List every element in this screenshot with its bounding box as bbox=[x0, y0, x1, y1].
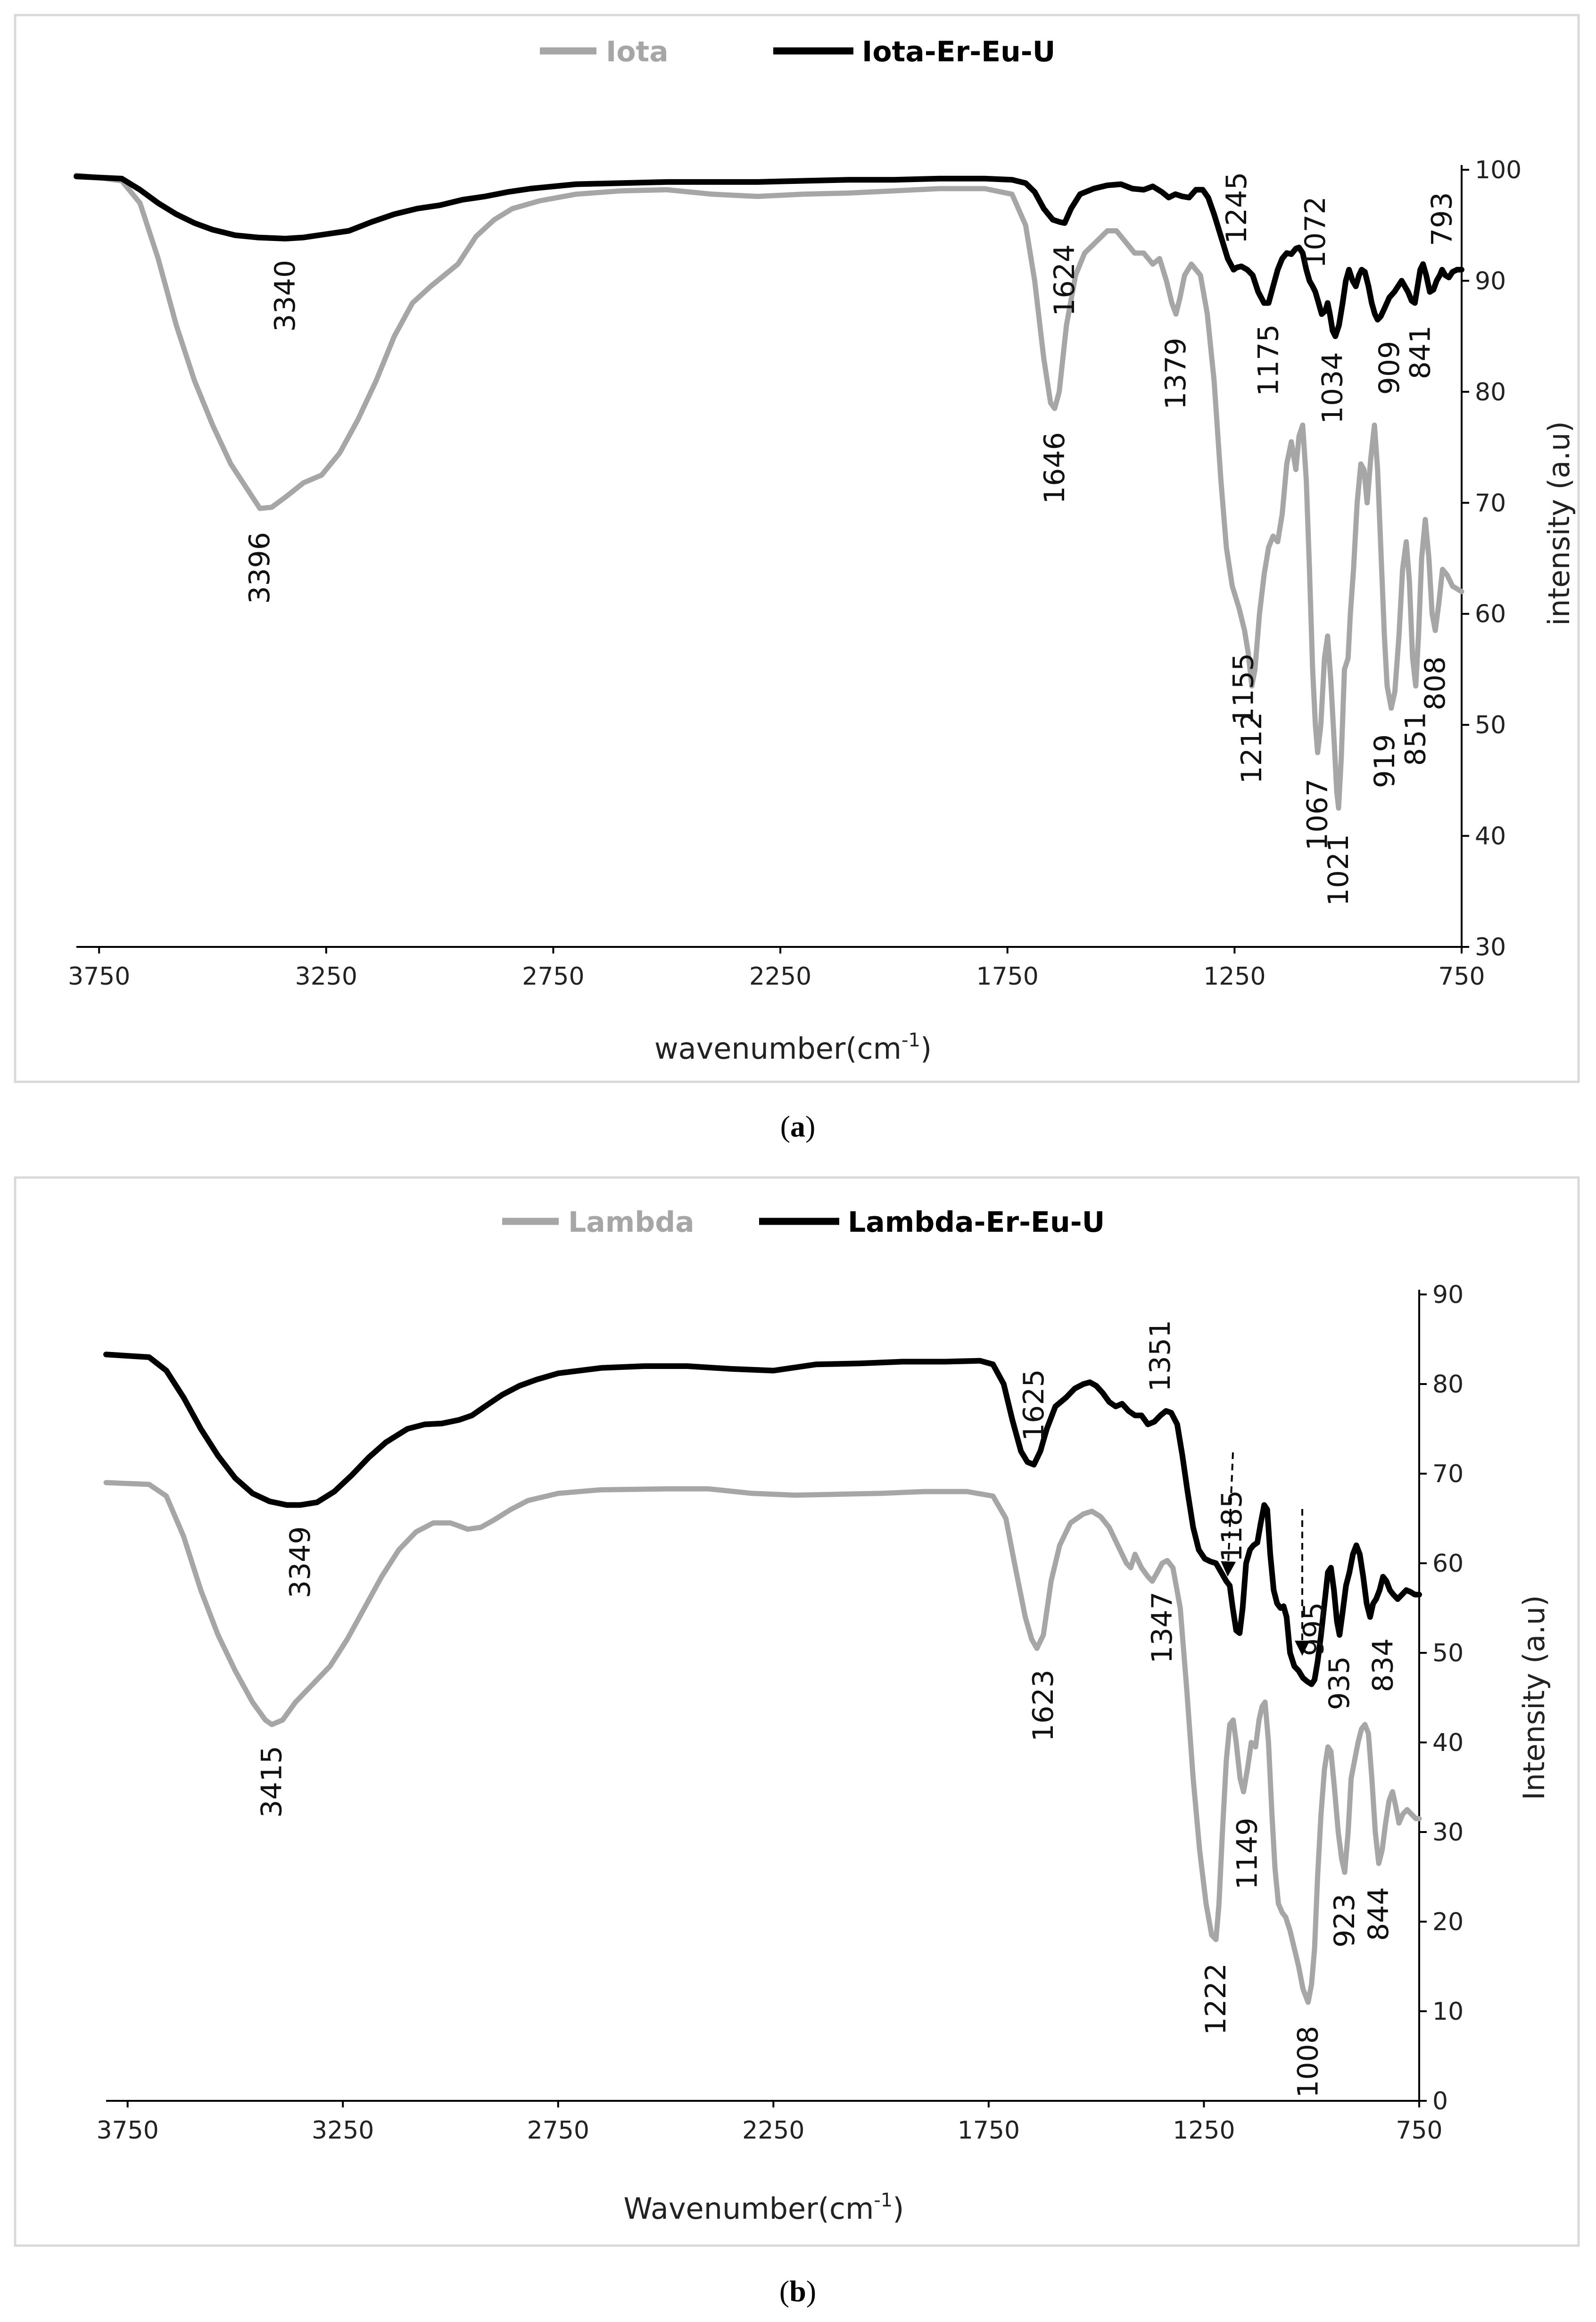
panel-b-caption: (b) bbox=[779, 2274, 816, 2308]
peak-label: 1149 bbox=[1231, 1818, 1264, 1890]
peak-label: 1379 bbox=[1159, 338, 1192, 410]
peak-label: 808 bbox=[1419, 656, 1452, 711]
legend-label-iota-er-eu-u: Iota-Er-Eu-U bbox=[862, 35, 1055, 68]
x-tick-label: 1250 bbox=[1203, 962, 1265, 991]
x-tick-label: 1750 bbox=[976, 962, 1039, 991]
panel-b-y-axis-title: Intensity (a.u) bbox=[1517, 1595, 1551, 1800]
peak-label: 3415 bbox=[256, 1746, 289, 1818]
x-tick-label: 2250 bbox=[749, 962, 811, 991]
series-line-lambda-er-eu-u bbox=[103, 1352, 1422, 1687]
peak-label: 1351 bbox=[1144, 1320, 1177, 1392]
y-tick-label: 70 bbox=[1475, 489, 1506, 517]
peak-label: 1185 bbox=[1216, 1490, 1249, 1562]
series-line-lambda bbox=[103, 1480, 1422, 2005]
peak-label: 909 bbox=[1373, 341, 1406, 395]
peak-label: 1067 bbox=[1301, 779, 1334, 851]
y-tick-label: 40 bbox=[1475, 822, 1506, 851]
panel-a-legend: Iota Iota-Er-Eu-U bbox=[540, 35, 1055, 68]
legend-label-iota: Iota bbox=[606, 35, 669, 68]
panel-b-frame bbox=[14, 1176, 1580, 2247]
y-tick-label: 50 bbox=[1475, 711, 1506, 739]
y-tick-label: 80 bbox=[1432, 1370, 1464, 1399]
x-tick-label: 1250 bbox=[1173, 2116, 1235, 2145]
peak-label: 923 bbox=[1328, 1894, 1361, 1948]
peak-label: 1245 bbox=[1220, 172, 1253, 244]
x-tick-label: 2750 bbox=[527, 2116, 589, 2145]
peak-label: 1072 bbox=[1299, 196, 1332, 268]
y-tick-label: 60 bbox=[1432, 1550, 1464, 1578]
peak-label: 3396 bbox=[243, 532, 276, 604]
x-tick-label: 750 bbox=[1438, 962, 1485, 991]
peak-label: 3340 bbox=[269, 260, 302, 332]
y-tick-label: 60 bbox=[1475, 600, 1506, 629]
y-tick-label: 20 bbox=[1432, 1908, 1464, 1936]
series-line-iota bbox=[74, 173, 1464, 811]
peak-label: 3349 bbox=[284, 1526, 317, 1599]
peak-label: 919 bbox=[1368, 734, 1401, 788]
arrow-1185 bbox=[1221, 1452, 1236, 1577]
x-tick-label: 3750 bbox=[68, 962, 130, 991]
peak-label: 1034 bbox=[1316, 352, 1349, 424]
peak-label: 1624 bbox=[1048, 244, 1081, 316]
panel-a-y-axis-title: intensity (a.u) bbox=[1542, 421, 1576, 626]
y-tick-label: 70 bbox=[1432, 1460, 1464, 1488]
x-tick-label: 2250 bbox=[742, 2116, 804, 2145]
y-tick-label: 50 bbox=[1432, 1639, 1464, 1667]
y-tick-label: 90 bbox=[1432, 1281, 1464, 1309]
peak-label: 1623 bbox=[1027, 1670, 1060, 1742]
panel-a-x-axis-title: wavenumber(cm-1) bbox=[654, 1029, 932, 1066]
y-tick-label: 30 bbox=[1432, 1818, 1464, 1847]
y-tick-label: 30 bbox=[1475, 933, 1506, 962]
panel-b-x-axis-title: Wavenumber(cm-1) bbox=[624, 2189, 904, 2226]
peak-label: 1175 bbox=[1252, 324, 1285, 397]
x-tick-label: 1750 bbox=[958, 2116, 1020, 2145]
panel-b-arrows bbox=[1221, 1452, 1310, 1656]
y-tick-label: 100 bbox=[1475, 156, 1522, 184]
x-tick-label: 3250 bbox=[295, 962, 357, 991]
peak-label: 935 bbox=[1323, 1656, 1356, 1710]
y-tick-label: 0 bbox=[1432, 2087, 1448, 2115]
peak-label: 1155 bbox=[1227, 653, 1260, 725]
x-tick-label: 750 bbox=[1396, 2116, 1442, 2145]
peak-label: 1021 bbox=[1322, 834, 1355, 906]
panel-b-legend: Lambda Lambda-Er-Eu-U bbox=[502, 1206, 1105, 1239]
series-line-iota-er-eu-u bbox=[74, 174, 1464, 340]
peak-label: 841 bbox=[1404, 325, 1437, 380]
peak-label: 1347 bbox=[1146, 1592, 1179, 1664]
legend-label-lambda-er-eu-u: Lambda-Er-Eu-U bbox=[848, 1206, 1105, 1239]
peak-label: 1212 bbox=[1235, 712, 1268, 784]
y-tick-label: 90 bbox=[1475, 267, 1506, 295]
panel-a: Iota Iota-Er-Eu-U 3750 3250 2750 2250 1750 12… bbox=[14, 14, 1580, 1083]
y-tick-label: 80 bbox=[1475, 378, 1506, 406]
peak-label: 1222 bbox=[1199, 1963, 1232, 2035]
x-tick-label: 3250 bbox=[312, 2116, 374, 2145]
peak-label: 1625 bbox=[1017, 1369, 1050, 1441]
y-tick-label: 10 bbox=[1432, 1998, 1464, 2026]
peak-label: 1646 bbox=[1038, 432, 1071, 504]
panel-b: Lambda Lambda-Er-Eu-U 3750 3250 2750 2250 17… bbox=[14, 1176, 1580, 2247]
peak-label: 1008 bbox=[1291, 2026, 1324, 2098]
peak-label: 844 bbox=[1362, 1887, 1395, 1941]
y-tick-label: 40 bbox=[1432, 1729, 1464, 1757]
panel-a-caption: (a) bbox=[780, 1110, 816, 1143]
peak-label: 834 bbox=[1366, 1638, 1399, 1692]
legend-label-lambda: Lambda bbox=[568, 1206, 695, 1239]
peak-label: 851 bbox=[1399, 712, 1432, 766]
x-tick-label: 2750 bbox=[522, 962, 584, 991]
x-tick-label: 3750 bbox=[96, 2116, 158, 2145]
peak-label: 793 bbox=[1426, 192, 1459, 246]
